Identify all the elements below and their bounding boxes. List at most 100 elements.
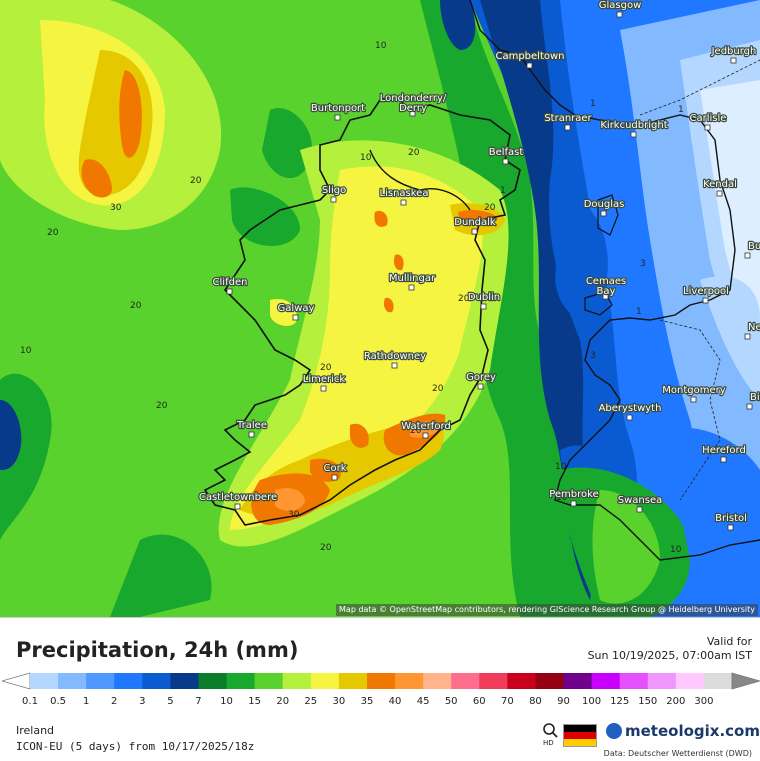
city-label: Gorey	[466, 372, 496, 383]
contour-label: 30	[110, 203, 122, 213]
city-dot	[391, 362, 398, 369]
city-label: Campbeltown	[495, 51, 564, 62]
contour-label: 30	[288, 510, 300, 520]
precip-area-7-10	[110, 534, 212, 617]
precip-area-20-25	[270, 299, 297, 326]
city-dot	[400, 199, 407, 206]
brand-name: meteologix.com	[625, 722, 760, 740]
contour-label: 10	[670, 545, 682, 555]
contour-label: 1	[636, 307, 642, 317]
precip-area-30-35	[119, 70, 142, 158]
city-marker: Bristol	[714, 512, 748, 531]
city-dot	[331, 474, 338, 481]
city-label: Douglas	[584, 199, 625, 210]
city-label: Newca	[748, 322, 760, 333]
city-label: Liverpool	[683, 286, 729, 297]
city-dot	[716, 190, 723, 197]
scale-color-cell	[675, 673, 705, 689]
scale-color-cell	[507, 673, 536, 689]
city-dot	[704, 124, 711, 131]
precip-area-5-7	[440, 0, 476, 50]
scale-tick-label: 150	[638, 696, 658, 707]
precip-area-30-35	[393, 254, 404, 271]
city-dot	[234, 503, 241, 510]
contour-label: 10	[556, 493, 568, 503]
city-dot	[480, 303, 487, 310]
scale-color-cell	[58, 673, 87, 689]
precip-area-35-40	[275, 488, 305, 511]
city-dot	[600, 210, 607, 217]
city-dot	[526, 62, 533, 69]
city-marker: Campbeltown	[494, 50, 566, 69]
city-label: Carlisle	[690, 113, 727, 124]
city-label: Londonderry/Derry	[380, 93, 447, 114]
scale-tick-label: 70	[500, 696, 514, 707]
city-marker: Belfast	[488, 146, 525, 165]
precip-area-30-35	[458, 210, 498, 225]
city-marker: Sligo	[321, 184, 347, 203]
city-marker: Douglas	[582, 198, 626, 217]
contour-label: 20	[190, 176, 202, 186]
scale-color-cell	[282, 673, 312, 689]
legend-panel: Precipitation, 24h (mm) Valid for Sun 10…	[0, 617, 760, 761]
contour-label: 20	[410, 426, 422, 436]
scale-color-cell	[366, 673, 396, 689]
city-label: Galway	[278, 303, 315, 314]
city-marker: Pembroke	[548, 488, 600, 507]
city-marker: Burn	[744, 240, 760, 259]
valid-time-block: Valid for Sun 10/19/2025, 07:00am IST	[588, 635, 752, 663]
scale-tick-label: 2	[111, 696, 118, 707]
hd-label: HD	[543, 739, 554, 746]
precipitation-map[interactable]: 10 20 30 20 20 20 10 1 10 20 20 30 20 20 20 20 20 10 1 3 1 3 1…	[0, 0, 760, 617]
scale-color-cell	[479, 673, 508, 689]
scale-tick-label: 200	[666, 696, 686, 707]
city-marker: Castletownbere	[198, 491, 278, 510]
city-dot	[570, 500, 577, 507]
contour-label: 20	[130, 301, 142, 311]
city-dot	[636, 506, 643, 513]
city-dot	[409, 110, 416, 117]
city-marker: Galway	[276, 302, 316, 321]
city-marker: Stranraer	[543, 112, 594, 131]
city-dot	[422, 432, 429, 439]
city-dot	[248, 431, 255, 438]
city-label: Lisnaskea	[380, 188, 429, 199]
contour-label: 3	[590, 351, 596, 361]
precip-area-35-40	[410, 421, 440, 438]
scale-tick-label: 0.1	[22, 696, 38, 707]
scale-tick-label: 3	[139, 696, 146, 707]
contour-label: 20	[408, 148, 420, 158]
city-label: Burn	[748, 241, 760, 252]
scale-color-cell	[30, 673, 59, 689]
city-label: Pembroke	[549, 489, 599, 500]
scale-tick-labels: 0.1 0.5 1 2 3 5 7 10 15 20 25 30 35 40 45 50 60 70 80 90 100…	[0, 696, 760, 710]
map-attribution[interactable]: Map data © OpenStreetMap contributors, r…	[336, 604, 758, 616]
scale-tick-label: 20	[276, 696, 290, 707]
city-marker: Londonderry/Derry	[379, 92, 448, 117]
scale-tick-label: 300	[694, 696, 714, 707]
scale-tick-label: 100	[582, 696, 602, 707]
city-dot	[292, 314, 299, 321]
city-label: Cemaes Bay	[586, 276, 626, 297]
scale-color-cell	[395, 673, 424, 689]
city-dot	[730, 57, 737, 64]
scale-color-cell	[647, 673, 677, 689]
model-run-label: ICON-EU (5 days) from 10/17/2025/18z	[16, 740, 255, 753]
scale-tick-label: 7	[195, 696, 202, 707]
precip-area-30-35	[350, 423, 369, 448]
precip-area-7-10	[262, 108, 312, 179]
map-title: Precipitation, 24h (mm)	[16, 638, 299, 662]
scale-right-arrow	[731, 672, 760, 690]
scale-tick-label: 30	[332, 696, 346, 707]
contour-label: 20	[484, 203, 496, 213]
city-marker: Kendal	[702, 178, 738, 197]
scale-color-cell	[338, 673, 368, 689]
scale-tick-label: 40	[388, 696, 402, 707]
precip-area-0.5-1	[700, 276, 760, 400]
city-label: Dundalk	[454, 217, 496, 228]
scale-color-cell	[114, 673, 143, 689]
city-label: Jedburgh	[711, 46, 757, 57]
hd-zoom-icon[interactable]: HD	[542, 722, 558, 746]
brand-logo[interactable]: meteologix.com	[606, 722, 760, 740]
city-dot	[334, 114, 341, 121]
